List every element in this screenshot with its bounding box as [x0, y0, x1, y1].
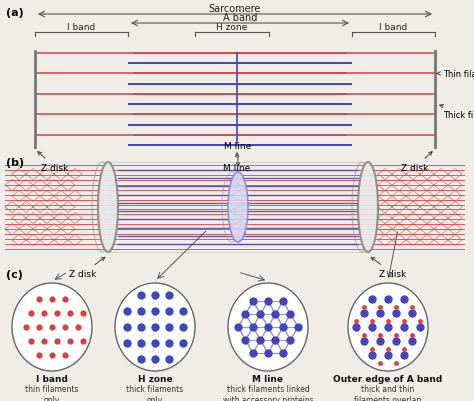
Text: (c): (c)	[6, 269, 23, 279]
Text: H zone: H zone	[137, 374, 173, 383]
Text: (b): (b)	[6, 158, 24, 168]
Text: I band: I band	[36, 374, 68, 383]
Text: M line: M line	[223, 154, 251, 172]
Ellipse shape	[348, 283, 428, 371]
Text: thick filaments linked
with accessory proteins: thick filaments linked with accessory pr…	[223, 384, 313, 401]
Text: (a): (a)	[6, 8, 24, 18]
Text: M line: M line	[253, 374, 283, 383]
Text: M line: M line	[224, 142, 252, 167]
Text: Outer edge of A band: Outer edge of A band	[333, 374, 443, 383]
Text: Thin filament: Thin filament	[437, 70, 474, 79]
Text: H zone: H zone	[216, 23, 247, 32]
Text: A band: A band	[223, 13, 257, 23]
Text: I band: I band	[379, 23, 408, 32]
Text: Z disk: Z disk	[38, 152, 69, 172]
Ellipse shape	[98, 162, 118, 252]
Ellipse shape	[228, 283, 308, 371]
Text: Z disk: Z disk	[401, 152, 432, 172]
Text: Sarcomere: Sarcomere	[209, 4, 261, 14]
Ellipse shape	[115, 283, 195, 371]
Ellipse shape	[228, 172, 248, 242]
Text: Thick filament: Thick filament	[440, 105, 474, 119]
Text: thick filaments
only: thick filaments only	[127, 384, 183, 401]
Text: Z disk: Z disk	[371, 258, 407, 278]
Ellipse shape	[358, 162, 378, 252]
Text: thin filaments
only: thin filaments only	[25, 384, 79, 401]
Text: thick and thin
filaments overlap: thick and thin filaments overlap	[355, 384, 422, 401]
Text: Z disk: Z disk	[69, 258, 105, 278]
Text: I band: I band	[67, 23, 96, 32]
Ellipse shape	[12, 283, 92, 371]
